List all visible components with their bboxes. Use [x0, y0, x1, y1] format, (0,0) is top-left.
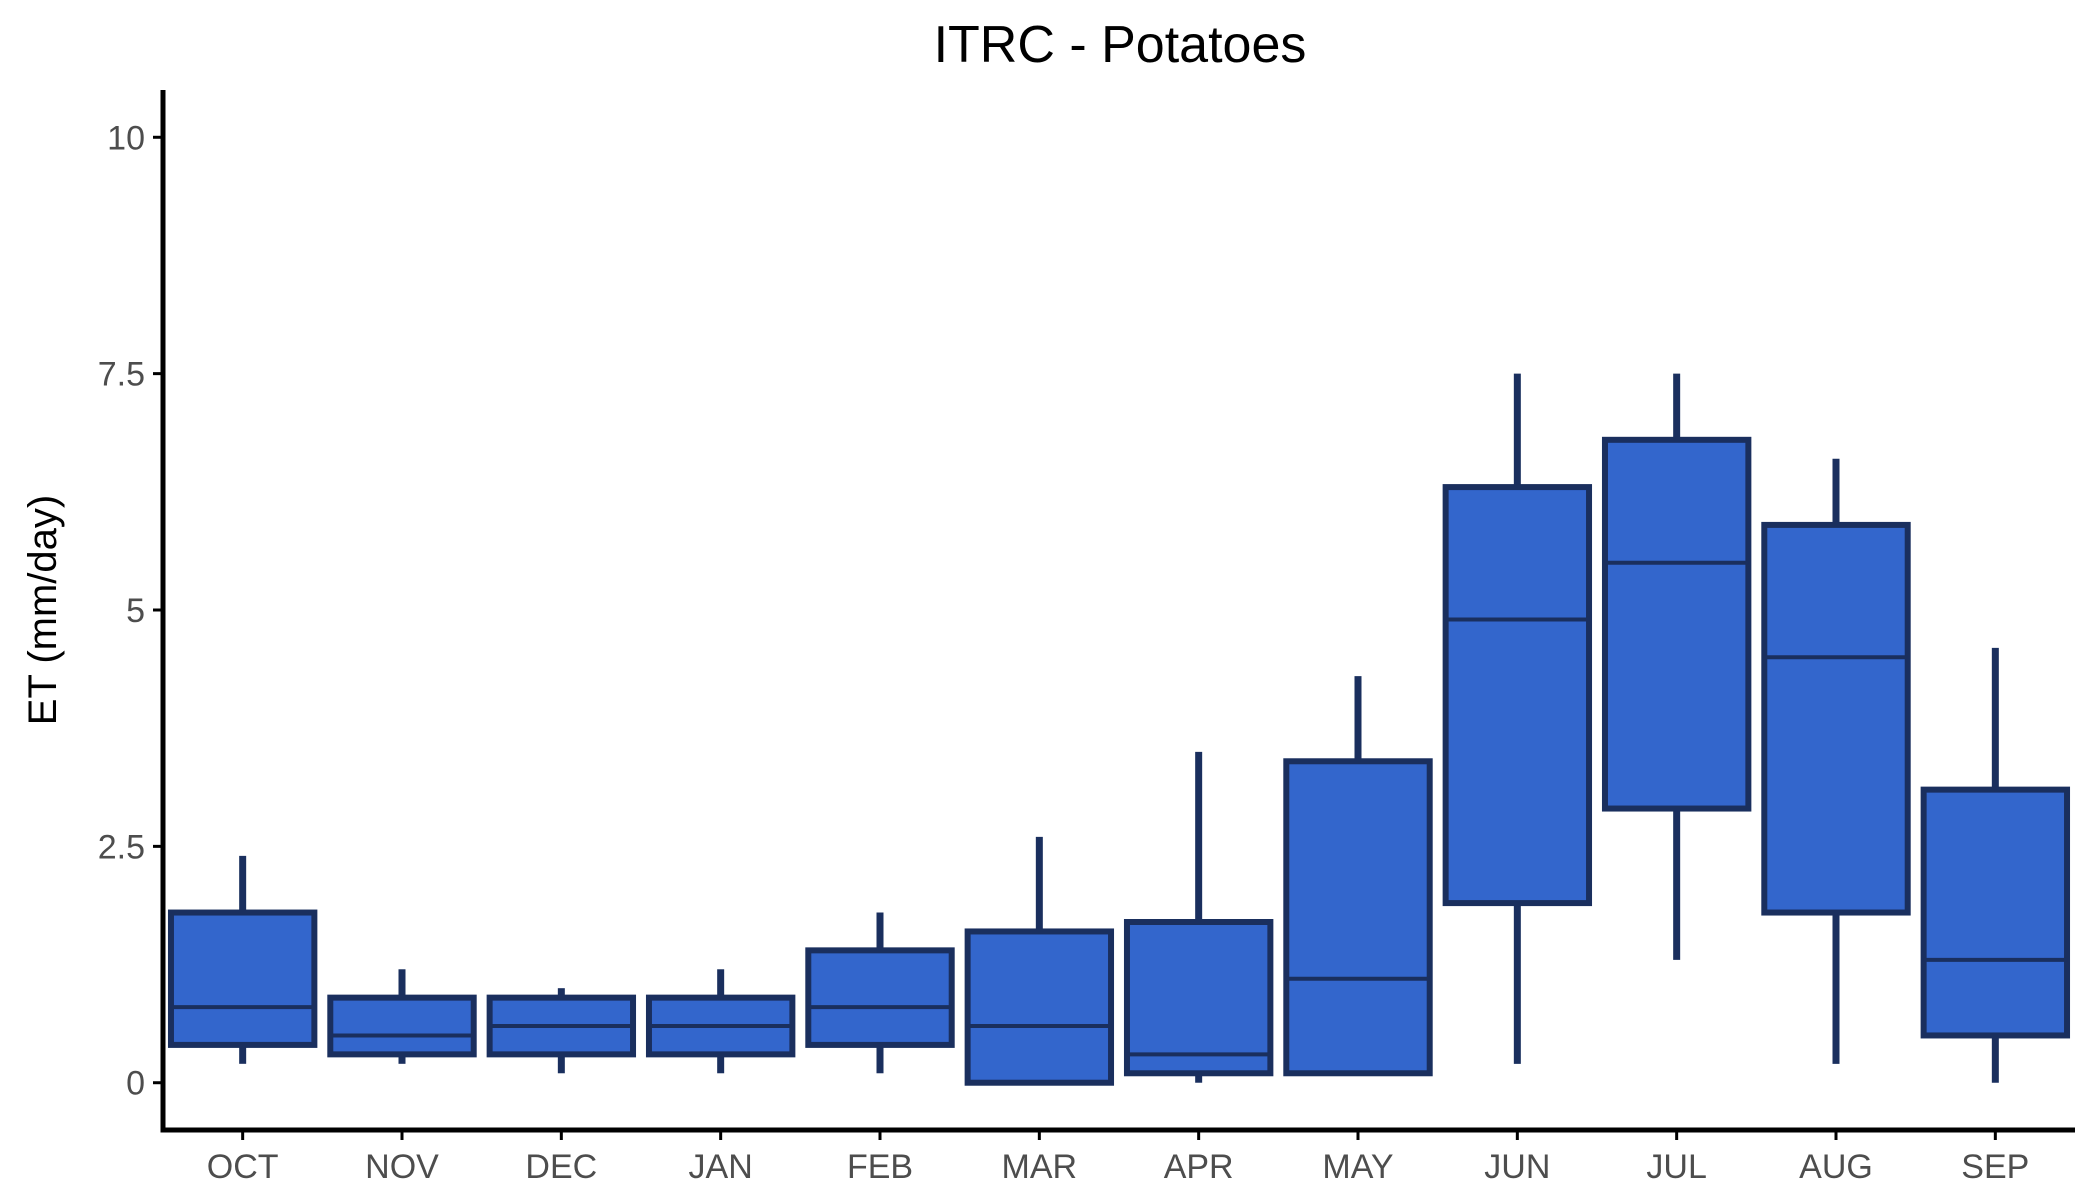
x-tick-label: JUN	[1484, 1148, 1550, 1186]
y-tick-label: 7.5	[98, 356, 145, 394]
y-ticks: 0 2.5 5 7.5 10	[98, 119, 163, 1103]
x-tick-label: OCT	[207, 1148, 279, 1186]
x-tick-label: NOV	[365, 1148, 439, 1186]
box-oct	[167, 855, 318, 1064]
box-rect	[1601, 436, 1752, 812]
x-tick-label: JAN	[689, 1148, 753, 1186]
box-rect	[1442, 484, 1593, 907]
box-rect	[964, 928, 1115, 1086]
box-sep	[1920, 647, 2071, 1083]
box-aug	[1761, 458, 1911, 1064]
box-rect	[805, 947, 955, 1048]
box-may	[1283, 676, 1433, 1077]
x-ticks: OCT NOV DEC JAN FEB MAR APR MAY JUN JUL AUG SEP	[207, 1130, 2029, 1186]
box-rect	[1123, 919, 1274, 1077]
x-tick-label: FEB	[847, 1148, 913, 1186]
x-tick-label: MAY	[1322, 1148, 1393, 1186]
x-tick-label: JUL	[1646, 1148, 1706, 1186]
box-rect	[327, 994, 477, 1058]
x-tick-label: SEP	[1961, 1148, 2029, 1186]
x-tick-label: MAR	[1002, 1148, 1078, 1186]
x-tick-label: AUG	[1799, 1148, 1873, 1186]
x-tick-label: APR	[1164, 1148, 1234, 1186]
y-tick-label: 5	[126, 592, 145, 630]
y-axis-title: ET (mm/day)	[21, 495, 65, 725]
box-nov	[327, 969, 477, 1064]
box-rect	[1761, 521, 1911, 916]
boxes-layer	[167, 373, 2071, 1086]
box-rect	[167, 909, 318, 1048]
box-jun	[1442, 373, 1593, 1064]
y-tick-label: 10	[107, 119, 145, 157]
chart-title: ITRC - Potatoes	[934, 16, 1307, 74]
box-dec	[486, 988, 637, 1074]
box-mar	[964, 836, 1115, 1086]
box-jul	[1601, 373, 1752, 960]
box-apr	[1123, 751, 1274, 1083]
y-tick-label: 0	[126, 1065, 145, 1103]
box-rect	[1920, 786, 2071, 1039]
box-feb	[805, 912, 955, 1074]
box-rect	[1283, 758, 1433, 1077]
box-jan	[645, 969, 796, 1074]
y-tick-label: 2.5	[98, 828, 145, 866]
x-tick-label: DEC	[525, 1148, 597, 1186]
